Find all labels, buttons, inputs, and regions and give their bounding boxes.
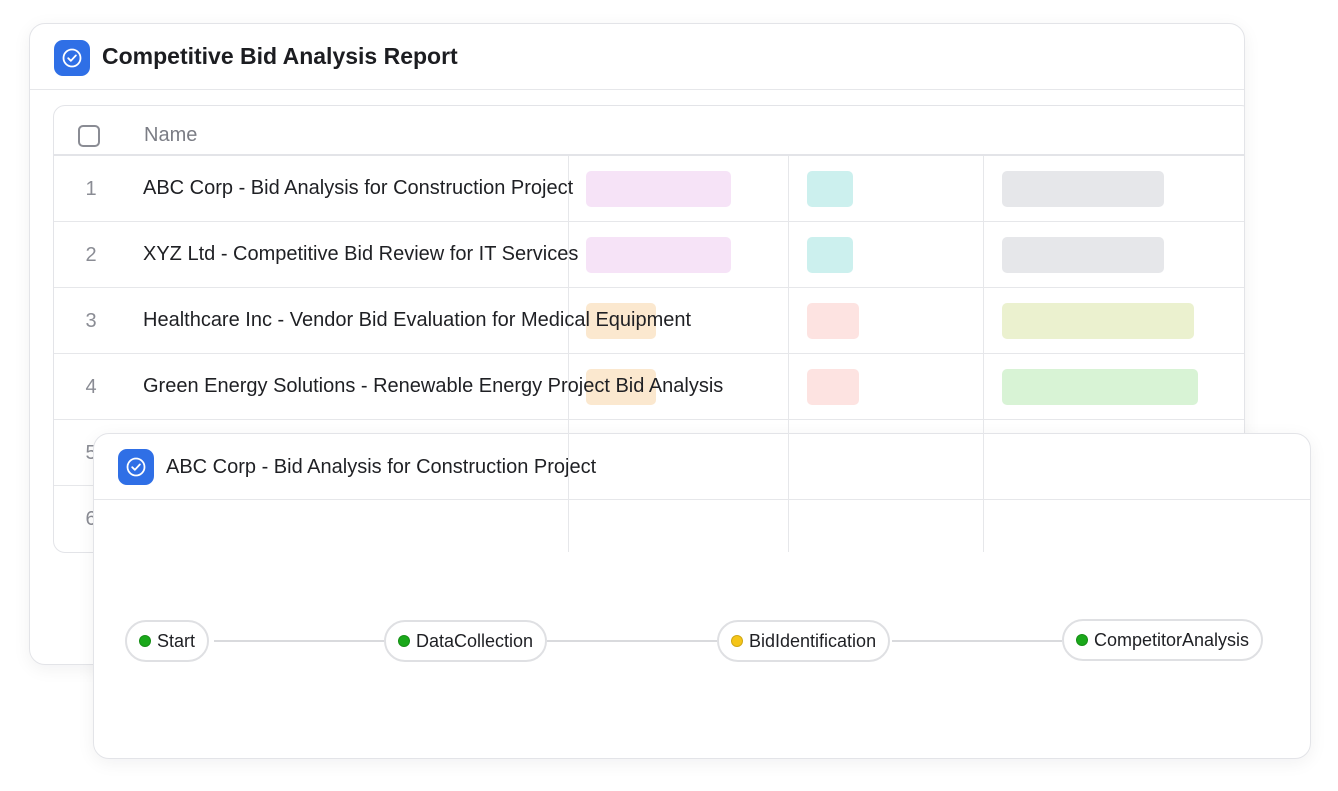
report-title: Competitive Bid Analysis Report	[102, 43, 458, 69]
node-label: DataCollection	[416, 630, 534, 651]
workflow-edge	[892, 640, 1062, 642]
status-tag	[586, 369, 656, 405]
detail-title: ABC Corp - Bid Analysis for Construction…	[166, 456, 597, 478]
workflow-node-competitoranalysis[interactable]: CompetitorAnalysis	[1062, 619, 1264, 661]
node-label: BidIdentification	[749, 630, 877, 651]
workflow-node-start[interactable]: Start	[125, 620, 210, 662]
select-all-checkbox[interactable]	[78, 125, 100, 147]
node-label: CompetitorAnalysis	[1094, 629, 1250, 650]
workflow-edge	[547, 640, 717, 642]
workflow-node-datacollection[interactable]: DataCollection	[384, 620, 548, 662]
priority-tag	[807, 303, 859, 339]
row-number: 2	[85, 244, 97, 266]
table-header: Name	[54, 106, 1244, 156]
row-number: 1	[85, 178, 97, 200]
category-tag	[1002, 369, 1198, 405]
row-name[interactable]: ABC Corp - Bid Analysis for Construction…	[143, 177, 574, 199]
workflow-edge	[214, 640, 384, 642]
table-row[interactable]: 2 XYZ Ltd - Competitive Bid Review for I…	[54, 222, 1244, 288]
table-row[interactable]: 3 Healthcare Inc - Vendor Bid Evaluation…	[54, 288, 1244, 354]
priority-tag	[807, 369, 859, 405]
check-circle-icon	[54, 40, 90, 76]
category-tag	[1002, 237, 1164, 273]
detail-window: ABC Corp - Bid Analysis for Construction…	[93, 433, 1311, 759]
table-row[interactable]: 4 Green Energy Solutions - Renewable Ene…	[54, 354, 1244, 420]
status-tag	[586, 171, 731, 207]
status-tag	[586, 237, 731, 273]
status-tag	[586, 303, 656, 339]
column-divider	[983, 156, 984, 552]
row-name[interactable]: Green Energy Solutions - Renewable Energ…	[143, 375, 724, 397]
table-row[interactable]: 6	[54, 486, 1244, 552]
detail-header: ABC Corp - Bid Analysis for Construction…	[94, 434, 1310, 500]
node-label: Start	[157, 630, 196, 651]
category-tag	[1002, 171, 1164, 207]
check-circle-icon	[118, 449, 154, 485]
status-dot	[398, 635, 410, 647]
status-dot	[731, 635, 743, 647]
column-divider	[788, 156, 789, 552]
priority-tag	[807, 237, 853, 273]
report-header: Competitive Bid Analysis Report	[30, 24, 1244, 90]
column-divider	[568, 156, 569, 552]
row-number: 4	[85, 376, 97, 398]
status-dot	[1076, 634, 1088, 646]
status-dot	[139, 635, 151, 647]
table-row[interactable]: 1 ABC Corp - Bid Analysis for Constructi…	[54, 156, 1244, 222]
row-name[interactable]: XYZ Ltd - Competitive Bid Review for IT …	[143, 243, 579, 265]
row-number: 6	[85, 508, 97, 530]
row-number: 3	[85, 310, 97, 332]
priority-tag	[807, 171, 853, 207]
column-header-name[interactable]: Name	[144, 124, 198, 146]
row-name[interactable]: Healthcare Inc - Vendor Bid Evaluation f…	[143, 309, 692, 331]
row-number: 5	[85, 442, 97, 464]
category-tag	[1002, 303, 1194, 339]
workflow-node-bididentification[interactable]: BidIdentification	[717, 620, 891, 662]
